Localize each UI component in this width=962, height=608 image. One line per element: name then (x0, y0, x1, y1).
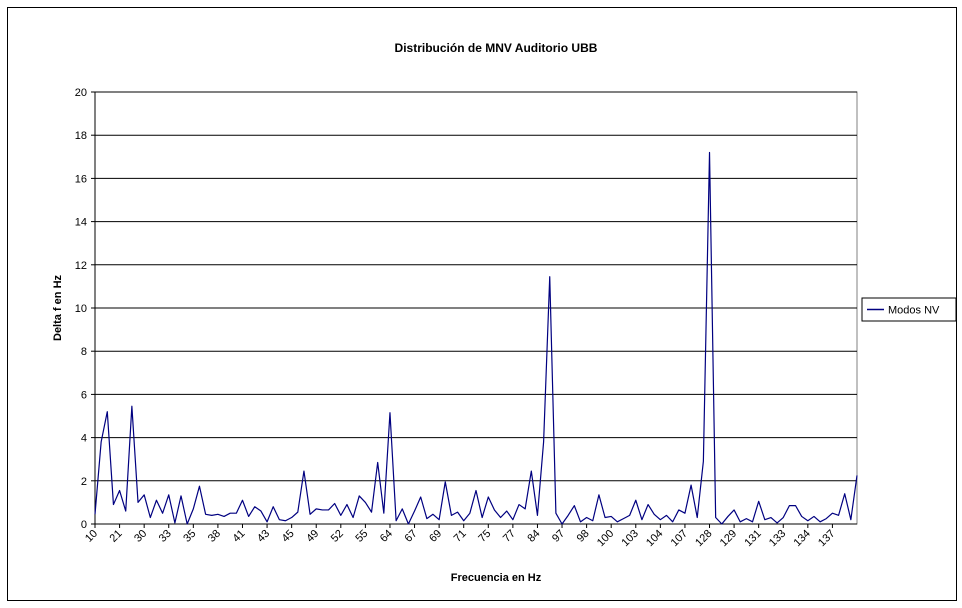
y-tick-label: 4 (81, 433, 87, 445)
y-tick-label: 12 (75, 260, 87, 272)
y-axis-title: Delta f en Hz (52, 274, 64, 341)
y-tick-label: 0 (81, 519, 87, 531)
x-axis-title: Frecuencia en Hz (451, 572, 542, 584)
y-tick-label: 6 (81, 389, 87, 401)
chart-title: Distribución de MNV Auditorio UBB (395, 41, 598, 55)
y-tick-label: 14 (75, 217, 87, 229)
data-line (94, 151, 858, 525)
legend-box (861, 297, 957, 322)
legend-label: Modos NV (888, 305, 940, 317)
y-tick-label: 2 (81, 476, 87, 488)
y-tick-label: 18 (75, 130, 87, 142)
y-tick-label: 16 (75, 173, 87, 185)
y-tick-label: 8 (81, 346, 87, 358)
y-tick-label: 20 (75, 87, 87, 99)
y-tick-label: 10 (75, 303, 87, 315)
